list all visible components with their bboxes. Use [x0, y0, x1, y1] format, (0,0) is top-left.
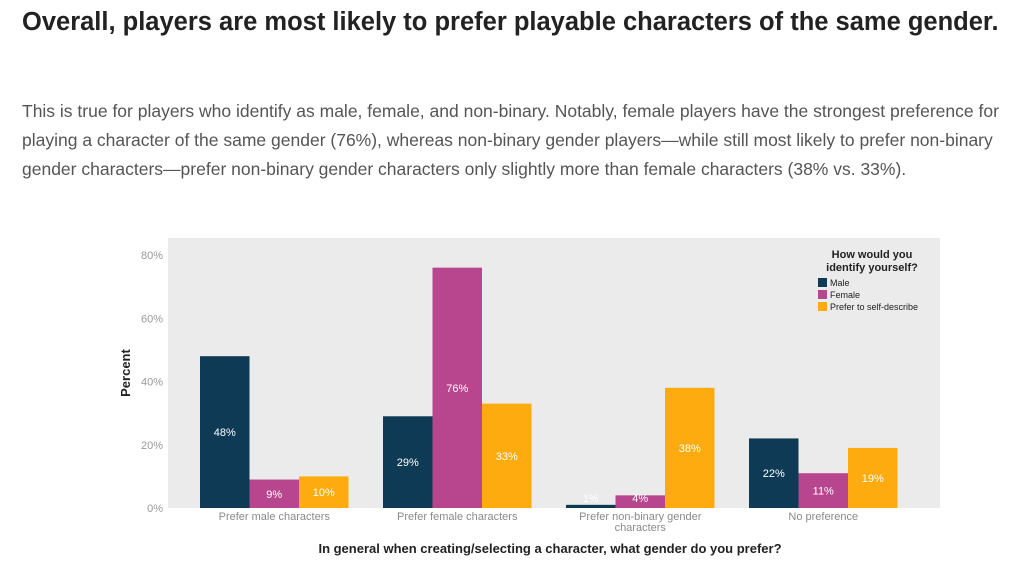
bar-female [432, 267, 482, 508]
legend-swatch [818, 302, 827, 311]
x-category-label: Prefer female characters [397, 511, 518, 523]
bar-female [615, 495, 665, 508]
bar-male [749, 438, 799, 508]
bar-prefer-to-self-describe [299, 476, 349, 508]
article-headline: Overall, players are most likely to pref… [22, 8, 999, 36]
bar-prefer-to-self-describe [665, 387, 715, 508]
y-tick-label: 60% [141, 313, 163, 325]
bars-layer: 48% 9% 10% 29% 76% 33% 1% 4% 38% 22% 11% 19% [200, 267, 898, 508]
bar-value-label: 10% [313, 487, 335, 499]
y-axis-ticks: 0% 20% 40% 60% 80% [141, 250, 163, 515]
legend-title-line-1: How would you [832, 249, 913, 261]
bar-female [249, 479, 299, 508]
article-lede: This is true for players who identify as… [22, 101, 999, 179]
bar-value-label: 22% [763, 468, 785, 480]
bar-value-label: 33% [496, 451, 518, 463]
bar-male [383, 416, 433, 508]
x-category-label: Prefer non-binary gender characters [579, 511, 702, 534]
legend-label: Female [830, 290, 860, 300]
x-category-label: No preference [788, 511, 858, 523]
x-axis-title: In general when creating/selecting a cha… [318, 541, 781, 556]
y-tick-label: 40% [141, 377, 163, 389]
bar-prefer-to-self-describe [482, 403, 532, 508]
bar-value-label: 4% [632, 493, 648, 505]
bar-value-label: 11% [813, 486, 834, 498]
bar-value-label: 9% [266, 489, 282, 501]
bar-female [798, 473, 848, 508]
bar-value-label: 1% [583, 493, 599, 505]
legend: How would you identify yourself? Male Fem… [818, 249, 918, 312]
legend-title-line-2: identify yourself? [826, 262, 918, 274]
plot-background [168, 238, 940, 508]
bar-value-label: 48% [214, 427, 236, 439]
bar-male [200, 356, 250, 508]
y-tick-label: 20% [141, 440, 163, 452]
legend-swatch [818, 278, 827, 287]
bar-value-label: 38% [679, 443, 701, 455]
legend-label: Prefer to self-describe [830, 302, 918, 312]
y-axis-title: Percent [118, 348, 133, 396]
bar-prefer-to-self-describe [848, 447, 898, 508]
y-tick-label: 0% [147, 503, 163, 515]
bar-value-label: 29% [397, 457, 419, 469]
legend-label: Male [830, 278, 850, 288]
legend-swatch [818, 290, 827, 299]
y-tick-label: 80% [141, 250, 163, 262]
bar-value-label: 19% [862, 473, 884, 485]
bar-value-label: 76% [446, 383, 468, 395]
x-category-label: Prefer male characters [219, 511, 331, 523]
x-axis-categories: Prefer male characters Prefer female char… [219, 511, 858, 534]
bar-male [566, 504, 616, 508]
